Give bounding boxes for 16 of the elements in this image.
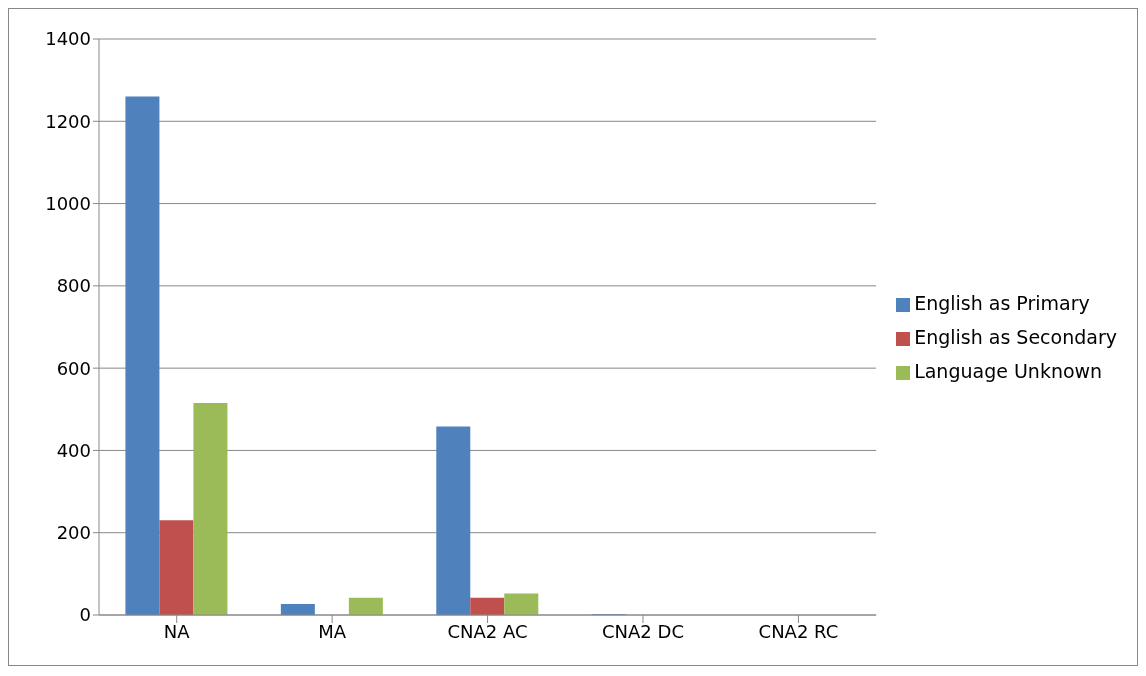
y-tick-label: 0 [79, 604, 91, 626]
y-tick-label: 1000 [45, 192, 91, 214]
legend-label: English as Secondary [914, 326, 1117, 348]
y-tick-label: 400 [56, 439, 91, 461]
x-tick-label: MA [318, 620, 347, 642]
x-tick-label: CNA2 DC [602, 620, 684, 642]
legend-label: English as Primary [914, 292, 1090, 314]
y-tick-label: 800 [56, 275, 91, 297]
y-tick-label: 200 [56, 522, 91, 544]
y-tick-label: 600 [56, 357, 91, 379]
x-tick-label: NA [163, 620, 191, 642]
legend-label: Language Unknown [914, 360, 1103, 382]
x-tick-label: CNA2 RC [758, 620, 839, 642]
y-tick-label: 1400 [45, 28, 91, 50]
y-tick-label: 1200 [45, 110, 91, 132]
x-tick-label: CNA2 AC [447, 620, 528, 642]
